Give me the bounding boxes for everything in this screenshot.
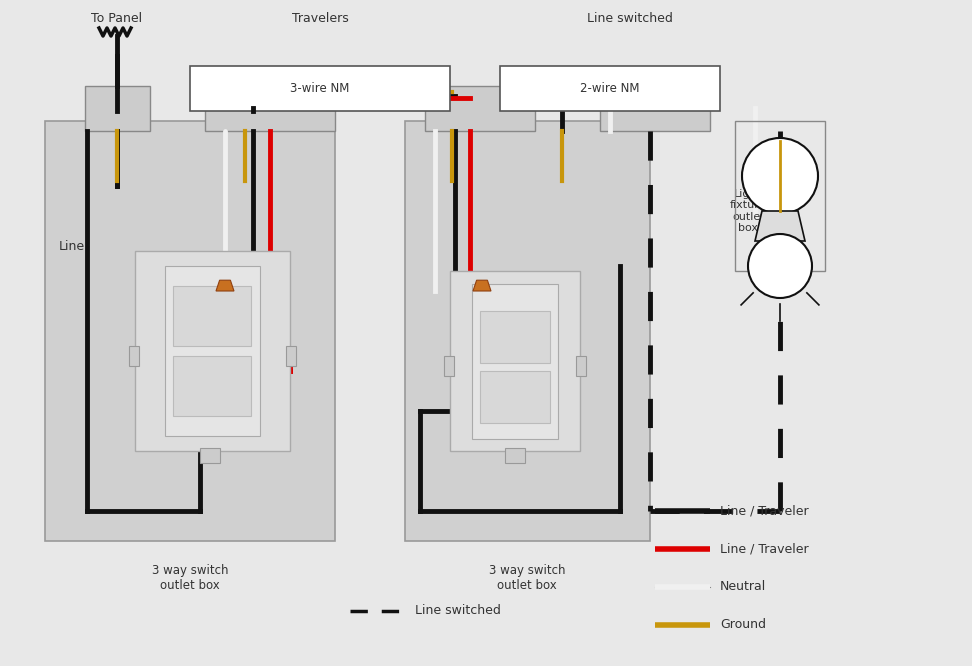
Bar [444, 356, 454, 376]
FancyBboxPatch shape [405, 121, 650, 541]
Polygon shape [473, 280, 491, 291]
Text: To Panel: To Panel [91, 11, 143, 25]
Text: Line: Line [59, 240, 86, 252]
FancyBboxPatch shape [190, 66, 450, 111]
FancyBboxPatch shape [205, 83, 445, 108]
FancyBboxPatch shape [45, 121, 335, 541]
FancyBboxPatch shape [472, 284, 558, 439]
FancyBboxPatch shape [510, 83, 705, 108]
Text: 2-wire NM: 2-wire NM [580, 81, 640, 95]
Polygon shape [755, 211, 805, 241]
Text: Ground: Ground [720, 619, 766, 631]
FancyBboxPatch shape [165, 266, 260, 436]
FancyBboxPatch shape [173, 356, 251, 416]
Text: Line / Traveler: Line / Traveler [720, 505, 809, 517]
FancyBboxPatch shape [135, 251, 290, 451]
Text: Travelers: Travelers [292, 11, 348, 25]
Bar [129, 346, 139, 366]
Text: Line / Traveler: Line / Traveler [720, 543, 809, 555]
FancyBboxPatch shape [480, 311, 550, 363]
FancyBboxPatch shape [500, 66, 720, 111]
FancyBboxPatch shape [600, 86, 710, 131]
FancyBboxPatch shape [85, 86, 150, 131]
Circle shape [742, 138, 818, 214]
Text: Light
fixture
outlet
box: Light fixture outlet box [730, 188, 767, 233]
FancyBboxPatch shape [173, 286, 251, 346]
FancyBboxPatch shape [480, 371, 550, 423]
FancyBboxPatch shape [205, 86, 335, 131]
FancyBboxPatch shape [425, 86, 535, 131]
Bar [286, 346, 296, 366]
Text: 3 way switch
outlet box: 3 way switch outlet box [152, 564, 228, 592]
Bar [200, 448, 220, 463]
Text: 3 way switch
outlet box: 3 way switch outlet box [489, 564, 566, 592]
Polygon shape [216, 280, 234, 291]
Text: 3-wire NM: 3-wire NM [291, 81, 350, 95]
Text: Neutral: Neutral [720, 581, 766, 593]
Text: Line switched: Line switched [415, 605, 501, 617]
FancyBboxPatch shape [450, 271, 580, 451]
Circle shape [748, 234, 812, 298]
Bar [505, 448, 525, 463]
Text: Line switched: Line switched [587, 11, 673, 25]
Bar [576, 356, 586, 376]
